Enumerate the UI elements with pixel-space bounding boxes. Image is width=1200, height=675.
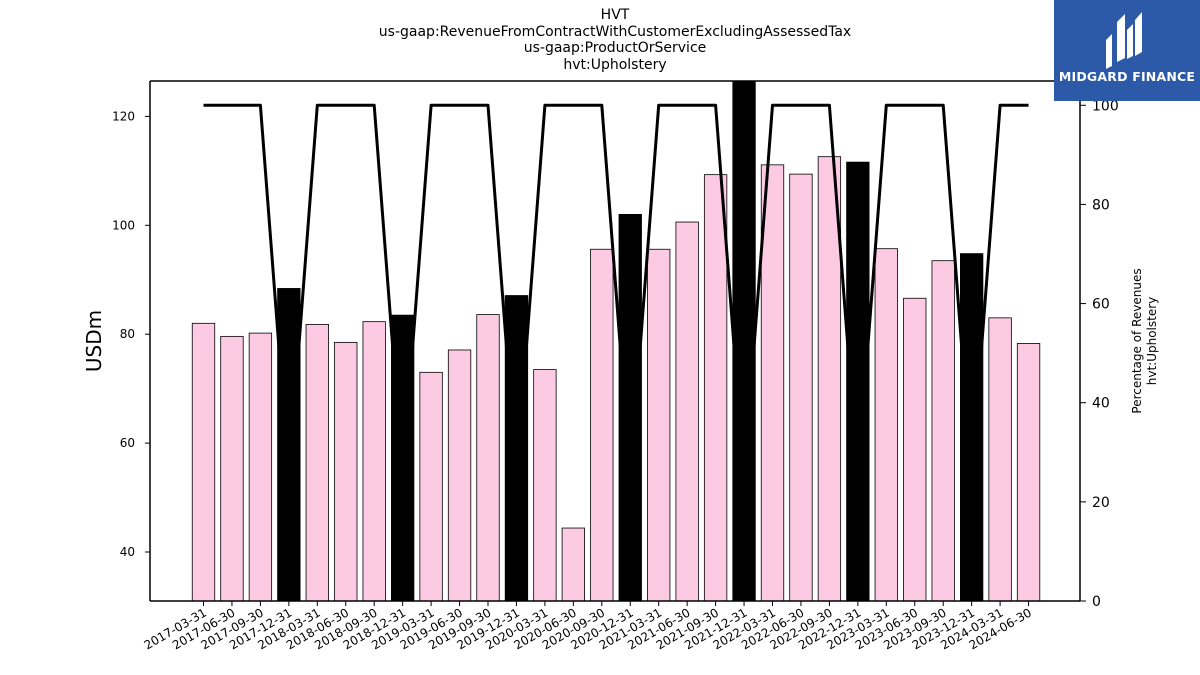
y-tick-label: 120 [112, 109, 135, 123]
y2-axis-label-line2: hvt:Upholstery [1145, 297, 1159, 386]
y-tick-label: 60 [120, 436, 135, 450]
bar-2018-06-30 [334, 341, 358, 602]
chart-title: HVT us-gaap:RevenueFromContractWithCusto… [150, 7, 1080, 73]
logo-text: MIDGARD FINANCE [1058, 69, 1196, 84]
bar-2023-09-30 [931, 260, 955, 602]
y2-tick-label: 20 [1092, 495, 1110, 511]
y2-tick-label: 40 [1092, 396, 1110, 412]
bar-2021-06-30 [675, 221, 699, 602]
bars-group [191, 80, 1041, 602]
bar-2017-09-30 [248, 332, 273, 602]
y-axis-label: USDm [82, 310, 106, 372]
bar-2018-09-30 [362, 321, 386, 602]
bar-2022-03-31 [760, 164, 785, 602]
bar-2021-09-30 [703, 174, 728, 602]
bar-2017-06-30 [220, 335, 244, 602]
title-line-ticker: HVT [600, 7, 630, 23]
brand-logo: MIDGARD FINANCE [1054, 0, 1200, 101]
percentage-line [203, 103, 1029, 479]
y-tick-label: 80 [120, 327, 135, 341]
bar-2021-03-31 [647, 248, 671, 602]
bar-2020-12-31 [618, 213, 642, 602]
bar-2019-09-30 [476, 314, 500, 602]
bar-2022-06-30 [789, 173, 813, 602]
bar-2020-03-31 [533, 369, 557, 602]
title-line-axis: us-gaap:ProductOrService [523, 40, 707, 56]
y2-tick-label: 100 [1092, 98, 1119, 114]
bar-2024-03-31 [988, 317, 1012, 602]
bar-2020-06-30 [561, 527, 585, 602]
bar-2019-12-31 [504, 295, 529, 602]
bar-2023-12-31 [960, 253, 984, 602]
bar-2023-03-31 [874, 248, 898, 602]
bar-2023-06-30 [903, 297, 927, 602]
y-tick-label: 40 [120, 545, 135, 559]
title-line-member: hvt:Upholstery [563, 56, 667, 73]
bar-2021-12-31 [732, 80, 756, 602]
y2-axis-label-line1: Percentage of Revenues [1130, 268, 1144, 413]
y2-tick-label: 80 [1092, 197, 1110, 213]
bar-2020-09-30 [590, 248, 614, 602]
bar-2017-03-31 [191, 322, 216, 602]
bar-2019-06-30 [447, 349, 472, 602]
bar-2018-03-31 [305, 323, 329, 602]
title-line-concept: us-gaap:RevenueFromContractWithCustomerE… [378, 23, 852, 40]
bar-2017-12-31 [277, 288, 301, 602]
y2-tick-label: 60 [1092, 297, 1110, 313]
y2-tick-label: 0 [1092, 594, 1101, 610]
logo-mark-icon [1106, 12, 1142, 69]
y-tick-label: 100 [112, 218, 135, 232]
bar-2019-03-31 [419, 371, 443, 602]
bar-2024-06-30 [1016, 343, 1041, 602]
